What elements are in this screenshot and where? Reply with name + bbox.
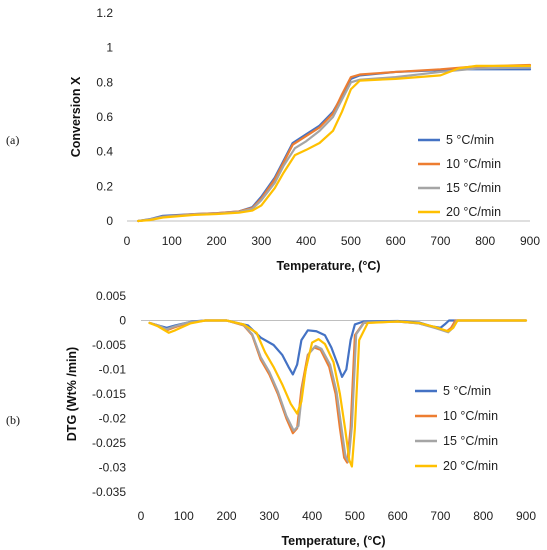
x-tick-label: 0 <box>124 234 131 248</box>
x-tick-label: 400 <box>296 234 316 248</box>
y-tick-label: 1.2 <box>96 6 113 20</box>
x-tick-label: 200 <box>207 234 227 248</box>
y-tick-label: 0 <box>119 314 126 328</box>
x-tick-label: 300 <box>251 234 271 248</box>
x-tick-label: 800 <box>473 509 493 523</box>
y-tick-label: -0.035 <box>92 485 126 499</box>
legend-label: 10 °C/min <box>446 157 501 171</box>
x-tick-label: 100 <box>174 509 194 523</box>
x-tick-label: 200 <box>217 509 237 523</box>
x-tick-label: 900 <box>520 234 540 248</box>
legend-label: 15 °C/min <box>446 181 501 195</box>
series-line-1 <box>148 319 528 378</box>
x-tick-label: 600 <box>386 234 406 248</box>
chart-b-x-tick-labels: 0 100 200 300 400 500 600 700 800 900 <box>138 509 537 523</box>
y-tick-label: 0.005 <box>96 289 126 303</box>
chart-b-y-tick-labels: 0.005 0 -0.005 -0.01 -0.015 -0.02 -0.025 -0.03 -… <box>92 289 126 499</box>
x-tick-label: 400 <box>302 509 322 523</box>
y-tick-label: 0.8 <box>96 75 113 89</box>
y-tick-label: -0.015 <box>92 387 126 401</box>
x-tick-label: 600 <box>388 509 408 523</box>
chart-b-dtg: 0.005 0 -0.005 -0.01 -0.015 -0.02 -0.025 -0.03 -… <box>65 289 536 548</box>
chart-a-y-tick-labels: 0 0.2 0.4 0.6 0.8 1 1.2 <box>96 6 113 228</box>
chart-a-x-axis-title: Temperature, (°C) <box>276 259 380 273</box>
x-tick-label: 500 <box>345 509 365 523</box>
series-line-4 <box>148 319 528 468</box>
y-tick-label: -0.02 <box>99 412 127 426</box>
panel-a-label: (a) <box>6 133 19 147</box>
chart-b-legend: 5 °C/min 10 °C/min 15 °C/min 20 °C/min <box>415 384 498 473</box>
chart-b-y-axis-title: DTG (Wt% /min) <box>65 347 79 441</box>
chart-a-series-group <box>137 63 532 223</box>
y-tick-label: -0.03 <box>99 461 127 475</box>
x-tick-label: 700 <box>430 234 450 248</box>
legend-label: 20 °C/min <box>446 205 501 219</box>
x-tick-label: 800 <box>475 234 495 248</box>
x-tick-label: 500 <box>341 234 361 248</box>
chart-a-x-tick-labels: 0 100 200 300 400 500 600 700 800 900 <box>124 234 541 248</box>
series-line-4 <box>137 64 532 223</box>
chart-b-series-group <box>148 319 528 468</box>
x-tick-label: 0 <box>138 509 145 523</box>
chart-a-conversion: 0 0.2 0.4 0.6 0.8 1 1.2 0 100 200 300 400 500 600 700… <box>69 6 540 273</box>
x-tick-label: 700 <box>430 509 450 523</box>
y-tick-label: 0.4 <box>96 145 113 159</box>
chart-b-x-axis-title: Temperature, (°C) <box>281 534 385 548</box>
y-tick-label: 0 <box>106 214 113 228</box>
y-tick-label: 0.6 <box>96 110 113 124</box>
x-tick-label: 300 <box>259 509 279 523</box>
y-tick-label: 0.2 <box>96 179 113 193</box>
y-tick-label: 1 <box>106 41 113 55</box>
x-tick-label: 100 <box>162 234 182 248</box>
y-tick-label: -0.025 <box>92 436 126 450</box>
panel-b-label: (b) <box>6 413 20 427</box>
legend-label: 5 °C/min <box>446 133 494 147</box>
legend-label: 15 °C/min <box>443 434 498 448</box>
chart-a-y-axis-title: Conversion X <box>69 76 83 157</box>
chart-a-legend: 5 °C/min 10 °C/min 15 °C/min 20 °C/min <box>418 133 501 219</box>
x-tick-label: 900 <box>516 509 536 523</box>
y-tick-label: -0.005 <box>92 338 126 352</box>
legend-label: 20 °C/min <box>443 459 498 473</box>
legend-label: 5 °C/min <box>443 384 491 398</box>
y-tick-label: -0.01 <box>99 363 127 377</box>
legend-label: 10 °C/min <box>443 409 498 423</box>
